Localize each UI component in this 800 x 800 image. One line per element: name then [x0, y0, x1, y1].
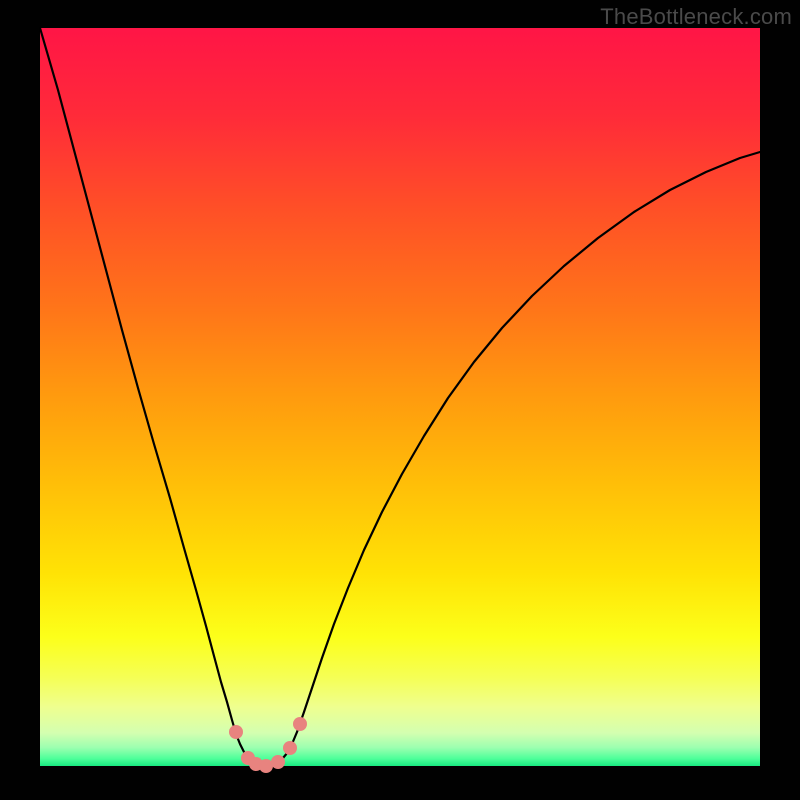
- watermark-text: TheBottleneck.com: [600, 4, 792, 30]
- curve-marker: [271, 755, 285, 769]
- chart-svg: [0, 0, 800, 800]
- curve-marker: [259, 759, 273, 773]
- curve-marker: [293, 717, 307, 731]
- chart-container: TheBottleneck.com: [0, 0, 800, 800]
- plot-background: [40, 28, 760, 766]
- curve-marker: [283, 741, 297, 755]
- curve-marker: [229, 725, 243, 739]
